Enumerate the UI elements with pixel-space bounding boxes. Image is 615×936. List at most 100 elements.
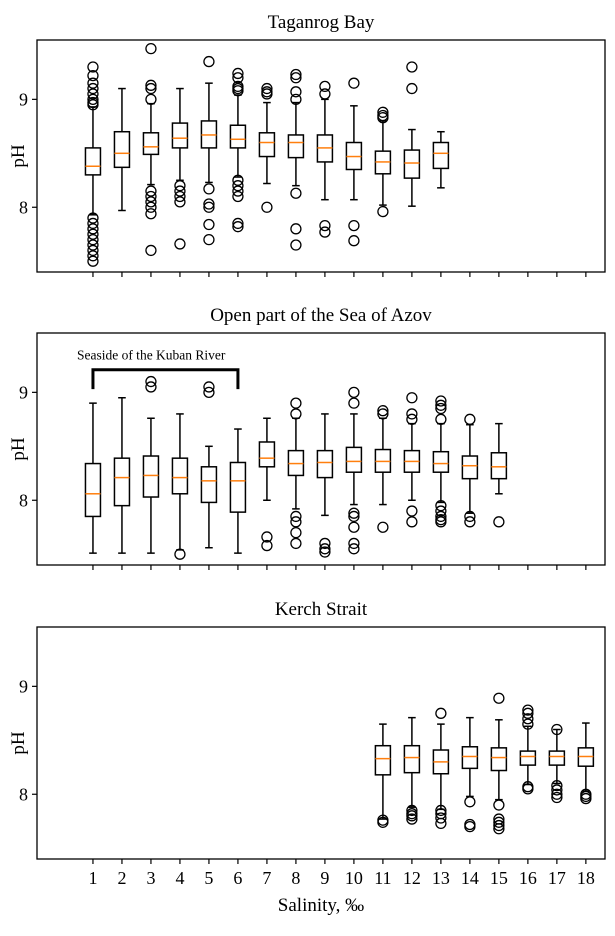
- box-15: [490, 692, 508, 835]
- box-6: [229, 428, 247, 554]
- outlier-point: [145, 244, 157, 257]
- outlier-point: [87, 233, 99, 246]
- y-axis-label: pH: [8, 144, 29, 168]
- box-18: [577, 722, 595, 805]
- outlier-point: [348, 521, 360, 533]
- outlier-point: [435, 817, 447, 830]
- y-axis-label: pH: [8, 731, 29, 755]
- box-13: [432, 707, 450, 830]
- box-2: [113, 87, 131, 212]
- box-3: [142, 375, 160, 554]
- box-7: [258, 417, 276, 552]
- outlier-point: [348, 77, 360, 89]
- outlier-point: [290, 86, 302, 98]
- outlier-point: [406, 505, 418, 517]
- outlier-point: [145, 42, 157, 55]
- outlier-point: [290, 68, 302, 81]
- y-tick-label: 9: [19, 89, 28, 109]
- outlier-point: [203, 55, 215, 68]
- outlier-point: [290, 537, 302, 550]
- y-tick-label: 8: [19, 197, 28, 217]
- box-5: [200, 381, 218, 549]
- outlier-point: [493, 823, 505, 835]
- iqr-box: [403, 149, 421, 179]
- outlier-point: [203, 386, 215, 398]
- outlier-point: [493, 692, 505, 704]
- outlier-point: [319, 80, 331, 93]
- outlier-point: [145, 381, 157, 393]
- outlier-point: [348, 507, 360, 519]
- outlier-point: [174, 180, 186, 192]
- outlier-point: [319, 537, 331, 550]
- iqr-box: [113, 457, 131, 507]
- outlier-point: [290, 516, 302, 528]
- iqr-box: [548, 750, 566, 766]
- outlier-point: [145, 82, 157, 95]
- outlier-point: [87, 82, 99, 95]
- box-12: [403, 392, 421, 528]
- outlier-point: [87, 244, 99, 257]
- outlier-point: [377, 408, 389, 420]
- outlier-point: [145, 93, 157, 105]
- outlier-point: [435, 500, 447, 512]
- outlier-point: [348, 510, 360, 523]
- outlier-point: [464, 510, 476, 523]
- iqr-box: [113, 130, 131, 169]
- outlier-point: [435, 516, 447, 528]
- outlier-point: [261, 531, 273, 543]
- outlier-point: [348, 219, 360, 232]
- outlier-point: [290, 239, 302, 251]
- box-4: [171, 413, 189, 560]
- outlier-point: [435, 399, 447, 411]
- box-1: [84, 402, 102, 554]
- iqr-box: [461, 455, 479, 480]
- outlier-point: [261, 82, 273, 95]
- outlier-point: [377, 112, 389, 124]
- outlier-point: [435, 505, 447, 517]
- outlier-point: [464, 818, 476, 831]
- outlier-point: [290, 187, 302, 199]
- outlier-point: [87, 88, 99, 100]
- outlier-point: [87, 239, 99, 251]
- iqr-box: [490, 452, 508, 480]
- box-9: [316, 413, 334, 558]
- box-10: [345, 386, 363, 555]
- x-tick-label: 13: [432, 868, 450, 888]
- outlier-point: [319, 88, 331, 100]
- iqr-box: [432, 141, 450, 170]
- box-13: [432, 130, 450, 189]
- outlier-point: [145, 208, 157, 220]
- outlier-point: [232, 72, 244, 84]
- outlier-point: [435, 413, 447, 425]
- panel-title: Open part of the Sea of Azov: [210, 305, 432, 326]
- outlier-point: [87, 61, 99, 73]
- outlier-point: [174, 238, 186, 250]
- outlier-point: [406, 392, 418, 404]
- panel-title: Taganrog Bay: [268, 12, 375, 33]
- iqr-box: [432, 450, 450, 473]
- outlier-point: [435, 707, 447, 719]
- outlier-point: [145, 79, 157, 91]
- outlier-point: [377, 816, 389, 828]
- outlier-point: [377, 106, 389, 118]
- y-tick-label: 8: [19, 784, 28, 804]
- x-tick-label: 3: [146, 868, 155, 888]
- panel-title: Kerch Strait: [275, 599, 368, 620]
- x-tick-label: 16: [519, 868, 537, 888]
- outlier-point: [203, 183, 215, 195]
- outlier-point: [464, 413, 476, 425]
- outlier-point: [232, 85, 244, 97]
- outlier-point: [319, 226, 331, 238]
- x-tick-label: 6: [233, 868, 242, 888]
- panel-2: Open part of the Sea of Azov 8 9 pH Seaside …: [8, 305, 606, 570]
- outlier-point: [203, 233, 215, 246]
- plot-frame: [36, 39, 606, 273]
- outlier-point: [87, 69, 99, 82]
- box-15: [490, 422, 508, 528]
- outlier-point: [522, 718, 534, 730]
- outlier-point: [290, 93, 302, 105]
- outlier-point: [174, 185, 186, 197]
- iqr-box: [84, 147, 102, 176]
- box-6: [229, 67, 247, 233]
